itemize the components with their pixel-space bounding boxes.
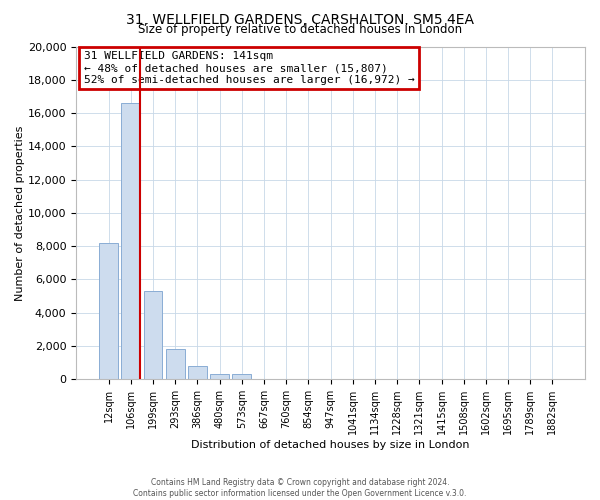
Y-axis label: Number of detached properties: Number of detached properties bbox=[15, 125, 25, 300]
Bar bbox=[166, 350, 185, 379]
Bar bbox=[232, 374, 251, 379]
Text: Size of property relative to detached houses in London: Size of property relative to detached ho… bbox=[138, 22, 462, 36]
Bar bbox=[188, 366, 207, 379]
Text: Contains HM Land Registry data © Crown copyright and database right 2024.
Contai: Contains HM Land Registry data © Crown c… bbox=[133, 478, 467, 498]
Text: 31 WELLFIELD GARDENS: 141sqm
← 48% of detached houses are smaller (15,807)
52% o: 31 WELLFIELD GARDENS: 141sqm ← 48% of de… bbox=[84, 52, 415, 84]
Bar bbox=[210, 374, 229, 379]
Bar bbox=[143, 291, 163, 379]
Bar bbox=[121, 103, 140, 379]
Bar bbox=[99, 243, 118, 379]
X-axis label: Distribution of detached houses by size in London: Distribution of detached houses by size … bbox=[191, 440, 470, 450]
Text: 31, WELLFIELD GARDENS, CARSHALTON, SM5 4EA: 31, WELLFIELD GARDENS, CARSHALTON, SM5 4… bbox=[126, 12, 474, 26]
